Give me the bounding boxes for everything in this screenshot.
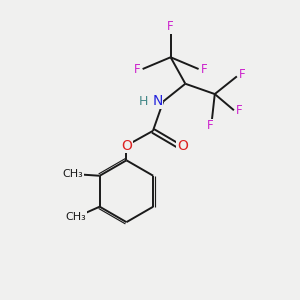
Text: H: H — [139, 95, 148, 108]
Text: F: F — [239, 68, 245, 81]
Text: O: O — [121, 139, 132, 153]
Text: O: O — [177, 139, 188, 153]
Text: F: F — [236, 104, 242, 117]
Text: F: F — [207, 119, 214, 132]
Text: CH₃: CH₃ — [63, 169, 83, 179]
Text: F: F — [167, 20, 174, 33]
Text: F: F — [201, 62, 207, 76]
Text: N: N — [152, 94, 163, 108]
Text: CH₃: CH₃ — [66, 212, 86, 222]
Text: F: F — [134, 62, 141, 76]
